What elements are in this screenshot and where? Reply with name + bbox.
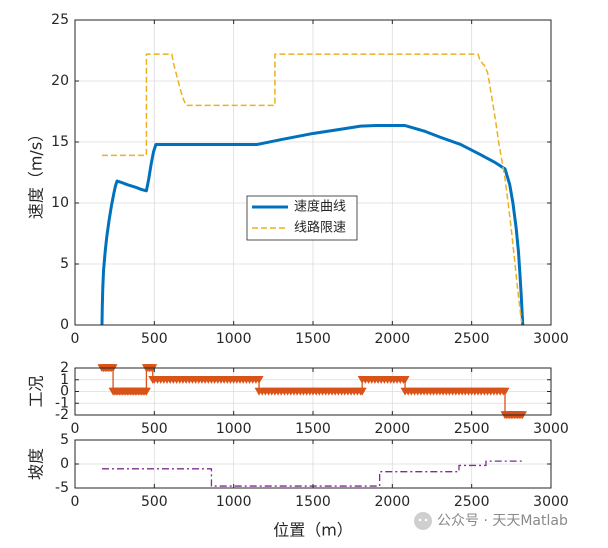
mode-marker-29	[141, 387, 151, 396]
speed-x-tick-label-1500: 1500	[295, 331, 331, 347]
gradient-panel: 0 500 1000 1500 2000 2500 3000-505 坡度 位置（m）	[27, 432, 569, 540]
gradient-ticks: 0 500 1000 1500 2000 2500 3000-505	[55, 432, 569, 510]
gradient-x-tick-label-1500: 1500	[295, 494, 331, 510]
speed-x-tick-label-3000: 3000	[533, 331, 569, 347]
mode-x-tick-label-2500: 2500	[454, 421, 490, 437]
mode-y-tick-label-2: 2	[60, 360, 69, 376]
mode-y-axis-label: 工况	[27, 375, 46, 407]
mode-y-tick-label-1: 1	[60, 372, 69, 388]
mode-x-tick-label-1500: 1500	[295, 421, 331, 437]
speed-y-tick-label-15: 15	[51, 134, 69, 150]
gradient-x-tick-label-1000: 1000	[216, 494, 252, 510]
mode-x-tick-label-3000: 3000	[533, 421, 569, 437]
speed-series-group	[100, 53, 525, 326]
mode-x-tick-label-2000: 2000	[375, 421, 411, 437]
speed-legend: 速度曲线 线路限速	[246, 195, 358, 241]
speed-series-line-1	[101, 53, 523, 323]
mode-x-tick-label-500: 500	[141, 421, 168, 437]
speed-x-tick-label-0: 0	[71, 331, 80, 347]
speed-x-tick-label-500: 500	[141, 331, 168, 347]
speed-y-axis-label: 速度（m/s）	[27, 126, 46, 219]
speed-y-tick-label-20: 20	[51, 73, 69, 89]
gradient-x-tick-label-2000: 2000	[375, 494, 411, 510]
wechat-icon	[414, 512, 432, 530]
speed-y-tick-label-10: 10	[51, 195, 69, 211]
gradient-y-tick-label-5: 5	[60, 432, 69, 448]
mode-marker-151	[500, 387, 510, 396]
legend-label-speed-curve: 速度曲线	[294, 199, 346, 215]
wechat-icon-eye-left	[418, 518, 422, 522]
gradient-x-tick-label-0: 0	[71, 494, 80, 510]
speed-x-tick-label-2000: 2000	[375, 331, 411, 347]
gradient-x-tick-label-2500: 2500	[454, 494, 490, 510]
gradient-x-tick-label-3000: 3000	[533, 494, 569, 510]
legend-box	[246, 195, 358, 241]
mode-marker-103	[357, 387, 367, 396]
mode-y-tick-label--2: -2	[55, 407, 69, 423]
mode-y-tick-label-0: 0	[60, 384, 69, 400]
speed-y-tick-label-0: 0	[60, 317, 69, 333]
mode-marker-118	[400, 375, 410, 384]
gradient-series-line-0	[101, 460, 523, 487]
speed-ticks: 0 500 1000 1500 2000 2500 3000 0 5 10 15 20 25	[51, 12, 569, 347]
x-axis-label: 位置（m）	[273, 521, 353, 540]
watermark-text: 公众号 · 天天Matlab	[437, 513, 568, 529]
speed-x-tick-label-2500: 2500	[454, 331, 490, 347]
speed-series-line-0	[100, 124, 525, 326]
wechat-icon-eye-right	[424, 518, 428, 522]
speed-y-tick-label-25: 25	[51, 12, 69, 28]
mode-marker-69	[254, 375, 264, 384]
mode-y-tick-label--1: -1	[55, 395, 69, 411]
gradient-series-group	[101, 460, 523, 487]
speed-panel: 0 500 1000 1500 2000 2500 3000 0 5 10 15 20 25 速度（m/…	[27, 12, 569, 347]
speed-x-tick-label-1000: 1000	[216, 331, 252, 347]
gradient-y-axis-label: 坡度	[27, 448, 46, 480]
legend-label-speed-limit: 线路限速	[294, 220, 346, 236]
gradient-y-tick-label--5: -5	[55, 480, 69, 496]
watermark: 公众号 · 天天Matlab	[414, 512, 568, 530]
gradient-y-tick-label-0: 0	[60, 456, 69, 472]
mode-x-tick-label-0: 0	[71, 421, 80, 437]
gradient-x-tick-label-500: 500	[141, 494, 168, 510]
speed-y-tick-label-5: 5	[60, 256, 69, 272]
mode-x-tick-label-1000: 1000	[216, 421, 252, 437]
